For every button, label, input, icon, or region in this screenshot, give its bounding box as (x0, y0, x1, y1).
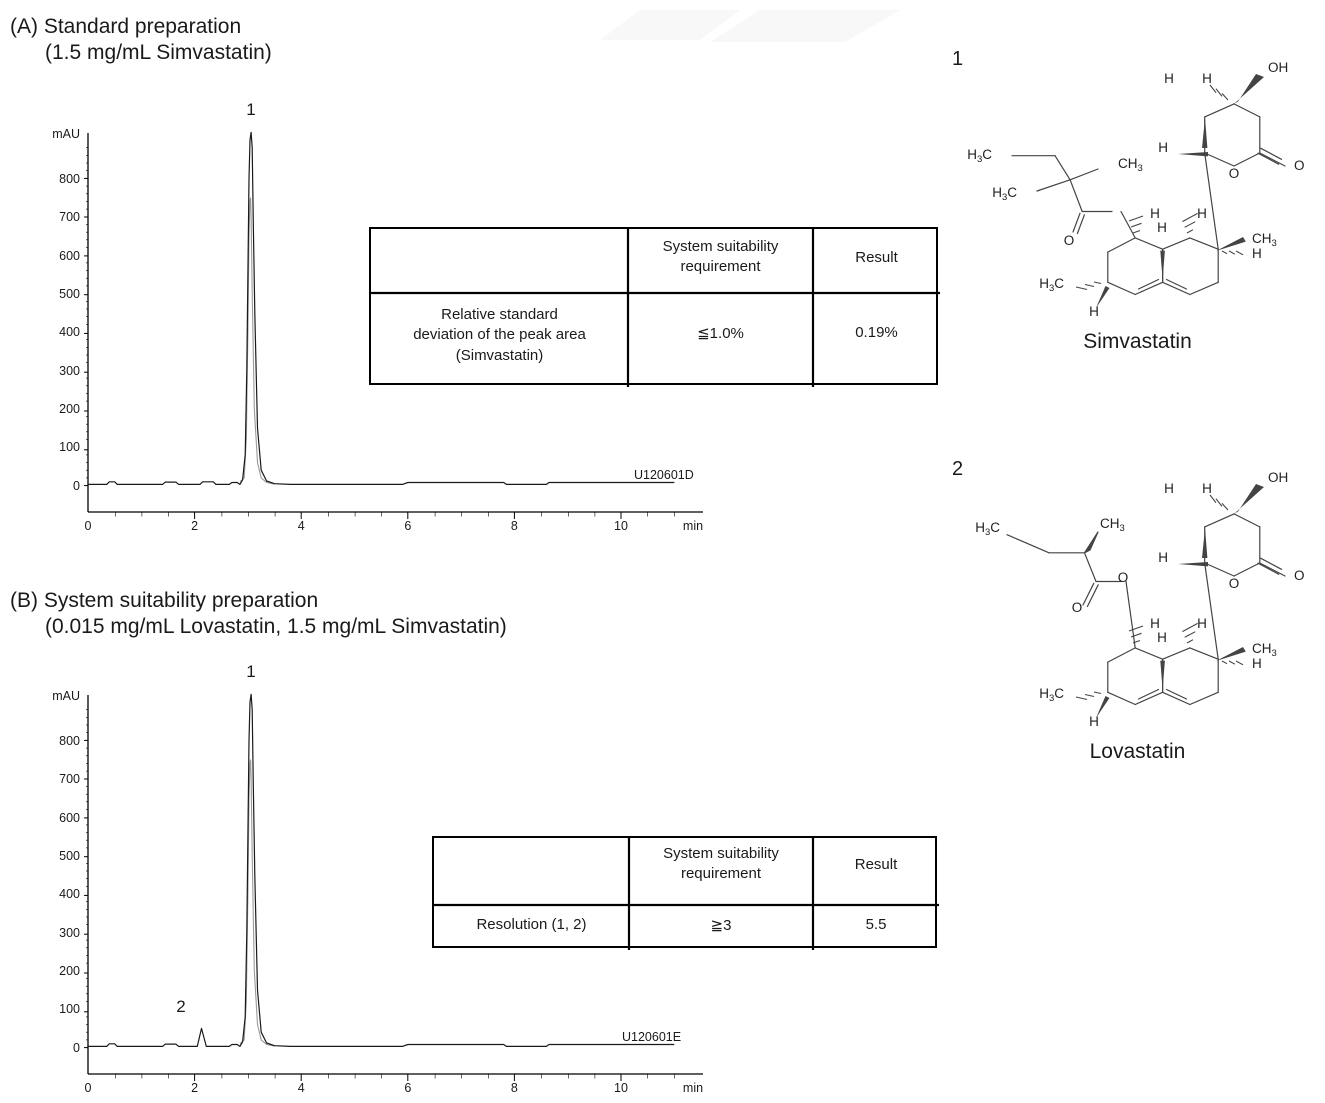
svg-text:8: 8 (511, 1081, 518, 1095)
svg-text:min: min (683, 519, 703, 533)
svg-text:200: 200 (59, 402, 80, 416)
svg-text:6: 6 (404, 1081, 411, 1095)
svg-text:H: H (1089, 304, 1099, 319)
svg-text:H: H (1158, 550, 1168, 565)
svg-text:200: 200 (59, 964, 80, 978)
svg-text:4: 4 (298, 1081, 305, 1095)
svg-text:H: H (1157, 630, 1167, 645)
svg-text:400: 400 (59, 887, 80, 901)
svg-text:2: 2 (191, 519, 198, 533)
svg-text:OH: OH (1268, 60, 1288, 75)
svg-text:H: H (1252, 656, 1262, 671)
svg-text:H: H (1252, 246, 1262, 261)
svg-text:800: 800 (59, 172, 80, 186)
svg-text:10: 10 (614, 1081, 628, 1095)
svg-text:O: O (1118, 570, 1129, 585)
svg-text:H3C: H3C (1039, 276, 1064, 294)
svg-text:600: 600 (59, 811, 80, 825)
svg-text:10: 10 (614, 519, 628, 533)
svg-text:700: 700 (59, 210, 80, 224)
svg-text:400: 400 (59, 325, 80, 339)
svg-text:H: H (1157, 220, 1167, 235)
svg-text:H3C: H3C (1039, 686, 1064, 704)
svg-text:0: 0 (73, 1041, 80, 1055)
svg-text:U120601D: U120601D (634, 468, 694, 482)
svg-text:H3C: H3C (992, 185, 1017, 203)
svg-text:100: 100 (59, 1002, 80, 1016)
svg-text:6: 6 (404, 519, 411, 533)
svg-text:H: H (1164, 481, 1174, 496)
svg-text:U120601E: U120601E (622, 1030, 681, 1044)
svg-text:H: H (1150, 616, 1160, 631)
svg-text:O: O (1229, 166, 1240, 181)
svg-text:O: O (1294, 568, 1305, 583)
svg-text:1: 1 (246, 100, 255, 119)
svg-text:2: 2 (176, 997, 185, 1016)
svg-text:0: 0 (85, 519, 92, 533)
svg-text:0: 0 (73, 479, 80, 493)
svg-text:8: 8 (511, 519, 518, 533)
svg-text:0: 0 (85, 1081, 92, 1095)
svg-text:CH3: CH3 (1100, 516, 1125, 534)
svg-text:4: 4 (298, 519, 305, 533)
svg-text:O: O (1064, 233, 1075, 248)
svg-text:CH3: CH3 (1118, 156, 1143, 174)
svg-text:mAU: mAU (52, 689, 80, 703)
svg-text:H3C: H3C (967, 147, 992, 165)
svg-text:H: H (1197, 616, 1207, 631)
svg-text:H: H (1158, 140, 1168, 155)
svg-text:500: 500 (59, 849, 80, 863)
svg-text:O: O (1072, 600, 1083, 615)
svg-text:600: 600 (59, 249, 80, 263)
svg-text:2: 2 (191, 1081, 198, 1095)
svg-text:min: min (683, 1081, 703, 1095)
svg-text:100: 100 (59, 440, 80, 454)
svg-text:300: 300 (59, 364, 80, 378)
svg-text:H: H (1197, 206, 1207, 221)
svg-text:800: 800 (59, 734, 80, 748)
svg-text:H3C: H3C (975, 520, 1000, 538)
svg-text:700: 700 (59, 772, 80, 786)
svg-text:300: 300 (59, 926, 80, 940)
svg-text:O: O (1294, 158, 1305, 173)
svg-text:H: H (1202, 71, 1212, 86)
svg-text:H: H (1150, 206, 1160, 221)
svg-text:H: H (1164, 71, 1174, 86)
svg-text:H: H (1089, 714, 1099, 729)
svg-text:500: 500 (59, 287, 80, 301)
svg-text:OH: OH (1268, 470, 1288, 485)
svg-text:O: O (1229, 576, 1240, 591)
svg-text:mAU: mAU (52, 127, 80, 141)
svg-text:1: 1 (246, 662, 255, 681)
svg-text:H: H (1202, 481, 1212, 496)
